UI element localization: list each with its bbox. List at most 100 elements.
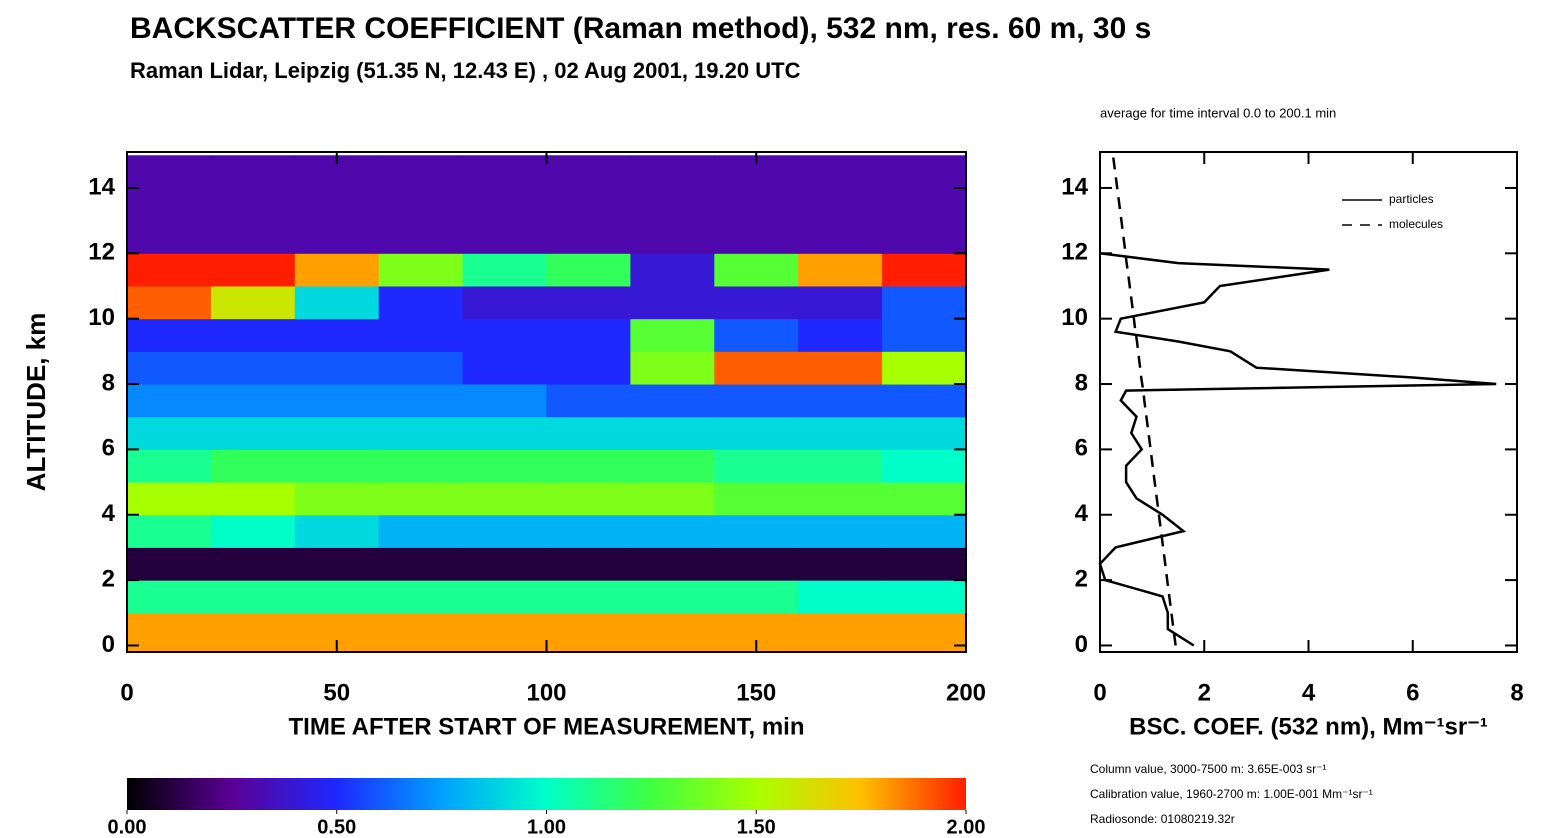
heatmap-cell bbox=[462, 482, 547, 516]
heatmap-cell bbox=[127, 612, 212, 653]
heatmap-cell bbox=[210, 580, 296, 614]
x-tick-label: 0 bbox=[120, 679, 133, 706]
heatmap-cell bbox=[127, 416, 212, 450]
heatmap-cell bbox=[630, 416, 715, 450]
heatmap-cell bbox=[210, 220, 296, 254]
heatmap-cell bbox=[378, 547, 464, 581]
heatmap-cell bbox=[127, 155, 212, 189]
heatmap-cell bbox=[882, 612, 967, 653]
heatmap-cell bbox=[378, 612, 464, 653]
heatmap-cell bbox=[798, 220, 883, 254]
heatmap-cell bbox=[378, 187, 464, 222]
profile-line bbox=[1098, 252, 1497, 647]
heatmap-cell bbox=[378, 220, 464, 254]
heatmap-cell bbox=[630, 580, 715, 614]
annotation: average for time interval 0.0 to 200.1 m… bbox=[1100, 105, 1336, 120]
x-tick-label: 2 bbox=[1198, 679, 1211, 706]
heatmap-cell bbox=[378, 416, 464, 450]
heatmap-cell bbox=[714, 416, 799, 450]
heatmap-cell bbox=[714, 285, 799, 320]
y-tick-label: 10 bbox=[1061, 304, 1088, 331]
heatmap-cell bbox=[210, 612, 296, 653]
heatmap-cell bbox=[294, 187, 380, 222]
heatmap-cell bbox=[714, 253, 799, 287]
heatmap-cell bbox=[210, 187, 296, 222]
colorbar-tick-label: 1.50 bbox=[737, 816, 776, 838]
heatmap-cell bbox=[630, 514, 715, 548]
heatmap-cell bbox=[882, 220, 967, 254]
heatmap-cell bbox=[546, 547, 631, 581]
heatmap-cell bbox=[798, 384, 883, 418]
colorbar bbox=[127, 778, 966, 810]
heatmap-cell bbox=[127, 547, 212, 581]
heatmap-cell bbox=[210, 351, 296, 385]
y-tick-label: 0 bbox=[1075, 631, 1088, 658]
heatmap-cell bbox=[210, 482, 296, 516]
y-tick-label: 12 bbox=[88, 239, 115, 266]
heatmap-cell bbox=[882, 285, 967, 320]
heatmap-cell bbox=[798, 416, 883, 450]
heatmap-cell bbox=[546, 220, 631, 254]
y-tick-label: 8 bbox=[102, 369, 115, 396]
heatmap-cell bbox=[294, 416, 380, 450]
heatmap-cell bbox=[630, 285, 715, 320]
heatmap-cell bbox=[210, 384, 296, 418]
heatmap-cell bbox=[127, 318, 212, 352]
heatmap-cell bbox=[546, 384, 631, 418]
heatmap-cell bbox=[714, 187, 799, 222]
heatmap-cell bbox=[127, 514, 212, 548]
profile-line bbox=[1111, 155, 1177, 646]
heatmap-cell bbox=[378, 580, 464, 614]
heatmap-cell bbox=[294, 482, 380, 516]
heatmap-cell bbox=[378, 384, 464, 418]
legend-label: molecules bbox=[1389, 217, 1443, 231]
heatmap-cell bbox=[210, 285, 296, 320]
colorbar-tick-label: 0.50 bbox=[317, 816, 356, 838]
heatmap-cell bbox=[294, 318, 380, 352]
y-tick-label: 2 bbox=[1075, 565, 1088, 592]
heatmap-cell bbox=[210, 416, 296, 450]
heatmap-cell bbox=[462, 253, 547, 287]
heatmap-cell bbox=[294, 351, 380, 385]
colorbar-tick-label: 0.00 bbox=[108, 816, 147, 838]
heatmap-cell bbox=[714, 351, 799, 385]
heatmap-cell bbox=[462, 285, 547, 320]
heatmap-cell bbox=[714, 449, 799, 483]
heatmap-cell bbox=[462, 155, 547, 189]
heatmap-cell bbox=[798, 482, 883, 516]
x-tick-label: 0 bbox=[1093, 679, 1106, 706]
heatmap-cell bbox=[294, 514, 380, 548]
heatmap-cell bbox=[630, 220, 715, 254]
note: Calibration value, 1960-2700 m: 1.00E-00… bbox=[1090, 787, 1373, 801]
heatmap-cell bbox=[714, 384, 799, 418]
heatmap-cell bbox=[630, 155, 715, 189]
heatmap-cell bbox=[462, 514, 547, 548]
heatmap-cell bbox=[546, 482, 631, 516]
heatmap-cell bbox=[630, 187, 715, 222]
heatmap-cell bbox=[882, 384, 967, 418]
heatmap-cell bbox=[127, 285, 212, 320]
heatmap-cell bbox=[127, 253, 212, 287]
heatmap-cell bbox=[630, 318, 715, 352]
heatmap-cell bbox=[546, 318, 631, 352]
y-tick-label: 14 bbox=[1061, 173, 1088, 200]
y-tick-label: 0 bbox=[102, 631, 115, 658]
heatmap-cell bbox=[882, 318, 967, 352]
note: Radiosonde: 01080219.32r bbox=[1090, 812, 1235, 826]
heatmap-cell bbox=[798, 253, 883, 287]
heatmap-cell bbox=[798, 187, 883, 222]
x-axis-label: TIME AFTER START OF MEASUREMENT, min bbox=[289, 713, 805, 740]
heatmap-cell bbox=[882, 155, 967, 189]
heatmap-cell bbox=[462, 318, 547, 352]
heatmap-cell bbox=[630, 612, 715, 653]
heatmap-cell bbox=[882, 580, 967, 614]
heatmap-cell bbox=[714, 318, 799, 352]
y-tick-label: 12 bbox=[1061, 239, 1088, 266]
heatmap-cell bbox=[294, 580, 380, 614]
x-tick-label: 50 bbox=[323, 679, 350, 706]
heatmap-cell bbox=[714, 547, 799, 581]
heatmap-cell bbox=[714, 514, 799, 548]
heatmap-cell bbox=[798, 155, 883, 189]
heatmap-cell bbox=[210, 155, 296, 189]
